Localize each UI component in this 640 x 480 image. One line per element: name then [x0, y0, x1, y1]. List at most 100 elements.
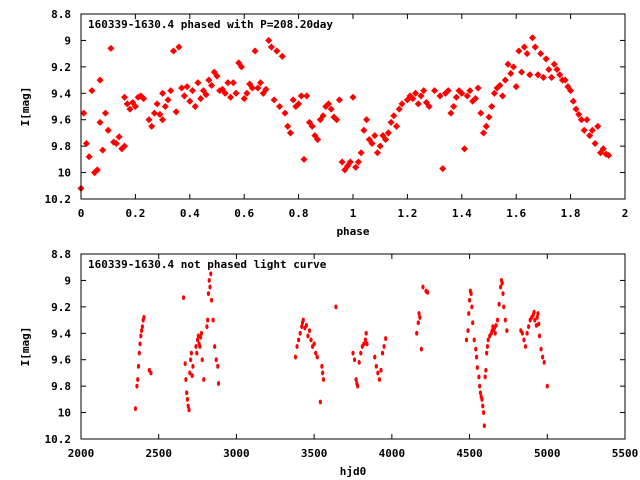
bottom-data-point — [545, 383, 549, 389]
top-data-point — [96, 118, 104, 126]
top-data-point — [409, 95, 417, 103]
bottom-data-point — [321, 377, 326, 382]
top-data-point — [120, 142, 129, 150]
bottom-data-point — [199, 330, 204, 336]
top-data-point — [303, 92, 311, 100]
bottom-x-axis-label: hjd0 — [340, 465, 367, 478]
top-data-point — [159, 116, 167, 124]
top-data-point — [515, 47, 523, 55]
top-data-point — [556, 71, 564, 79]
top-data-point — [227, 93, 235, 101]
top-data-point — [501, 76, 509, 84]
bottom-data-point — [293, 354, 298, 360]
top-y-tick-label: 9.8 — [51, 140, 71, 153]
top-data-point — [208, 81, 216, 89]
top-data-point — [509, 63, 518, 71]
bottom-data-point — [522, 337, 526, 343]
bottom-data-point — [315, 354, 319, 360]
top-y-tick-label: 8.8 — [51, 8, 71, 21]
bottom-data-point — [189, 350, 193, 356]
bottom-data-point — [532, 309, 536, 315]
top-data-point — [104, 126, 112, 134]
top-data-point — [240, 95, 248, 103]
top-data-point — [490, 89, 498, 97]
bottom-data-point — [183, 361, 187, 367]
top-data-point — [300, 155, 308, 163]
bottom-data-point — [501, 291, 505, 297]
top-data-point — [191, 102, 199, 111]
top-y-tick-label: 9.6 — [51, 114, 71, 127]
top-data-point — [583, 116, 591, 124]
top-data-point — [175, 43, 183, 51]
bottom-data-point — [314, 350, 318, 356]
bottom-y-axis-label: I[mag] — [19, 327, 32, 367]
bottom-data-point — [306, 333, 310, 339]
top-x-tick-label: 1.4 — [452, 207, 472, 220]
bottom-data-point — [138, 341, 142, 347]
bottom-data-point — [309, 337, 313, 343]
bottom-data-point — [352, 357, 357, 363]
top-data-point — [599, 145, 607, 153]
top-data-point — [251, 47, 259, 55]
top-data-point — [553, 65, 561, 74]
top-data-point — [197, 95, 205, 103]
top-data-point — [131, 102, 139, 111]
bottom-data-point — [464, 337, 469, 343]
top-data-point — [460, 145, 469, 153]
top-data-point — [414, 100, 422, 108]
bottom-x-tick-label: 5500 — [612, 447, 639, 460]
bottom-data-point — [297, 337, 301, 343]
top-data-point — [354, 158, 362, 166]
top-data-point — [148, 122, 156, 130]
top-data-point — [243, 89, 251, 97]
top-y-tick-label: 10.2 — [45, 193, 72, 206]
top-data-point — [295, 100, 303, 108]
top-data-point — [569, 97, 577, 105]
bottom-data-point — [188, 357, 193, 363]
top-data-point — [202, 91, 210, 99]
bottom-data-point — [300, 324, 304, 330]
top-data-point — [229, 79, 237, 87]
top-data-point — [488, 102, 496, 111]
bottom-data-point — [184, 377, 188, 382]
bottom-data-point — [503, 317, 507, 323]
bottom-data-point — [363, 337, 368, 343]
bottom-y-tick-label: 9.2 — [51, 301, 71, 314]
bottom-x-tick-label: 5000 — [534, 447, 561, 460]
bottom-x-tick-label: 4500 — [456, 447, 483, 460]
top-data-point — [286, 129, 294, 137]
top-data-point — [186, 97, 194, 105]
bottom-data-point — [497, 301, 501, 307]
top-data-point — [504, 60, 512, 68]
top-data-point — [112, 139, 120, 148]
bottom-data-point — [474, 354, 479, 360]
top-data-point — [605, 151, 613, 159]
bottom-data-point — [206, 291, 211, 297]
top-data-point — [349, 93, 357, 101]
top-y-tick-label: 9.2 — [51, 61, 71, 74]
bottom-data-point — [149, 370, 153, 376]
top-data-point — [232, 89, 240, 97]
top-data-point — [237, 63, 246, 71]
bottom-data-point — [139, 333, 143, 339]
top-x-tick-label: 0.8 — [289, 207, 309, 220]
bottom-data-point — [382, 344, 386, 349]
bottom-data-point — [200, 357, 204, 363]
top-data-point — [107, 44, 115, 52]
top-data-point — [265, 36, 273, 44]
bottom-data-point — [364, 330, 368, 336]
top-data-point — [368, 139, 376, 148]
top-data-point — [507, 69, 515, 77]
top-data-point — [319, 112, 327, 120]
top-data-point — [324, 100, 333, 108]
bottom-data-point — [484, 367, 488, 373]
top-data-point — [82, 139, 90, 148]
bottom-data-point — [480, 396, 484, 402]
bottom-y-tick-label: 10 — [58, 407, 71, 420]
bottom-x-tick-label: 2500 — [145, 447, 172, 460]
top-data-point — [512, 83, 520, 91]
top-data-point — [444, 87, 452, 95]
bottom-data-point — [541, 354, 545, 360]
top-data-point — [376, 142, 384, 150]
bottom-data-point — [374, 363, 378, 369]
